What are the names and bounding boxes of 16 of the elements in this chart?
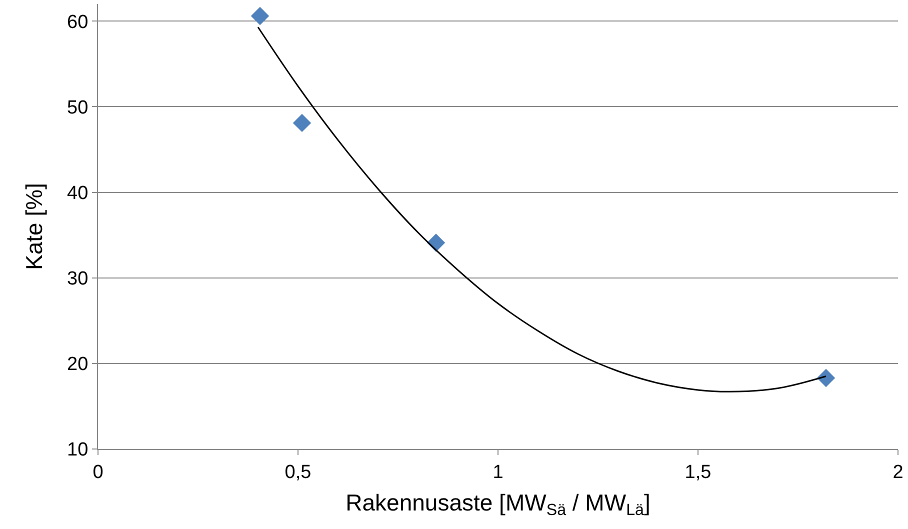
x-tick-label: 0,5 [284, 462, 312, 483]
y-tick-label: 30 [67, 268, 88, 290]
point [250, 6, 270, 26]
x-tick-label: 0 [92, 462, 104, 483]
x-tick-label: 1,5 [684, 462, 712, 483]
x-axis-title: Rakennusaste [MW$_{Sä}$ / MW$_{Lä}$] [346, 489, 650, 520]
y-tick-label: 40 [67, 182, 88, 204]
y-tick-label: 50 [67, 97, 88, 118]
point [292, 114, 312, 132]
y-tick-label: 10 [67, 440, 88, 461]
x-tick-label: 2 [892, 462, 904, 483]
point [816, 368, 836, 388]
x-tick-label: 1 [492, 462, 504, 483]
y-axis-title: Kate [%] [21, 183, 47, 270]
y-tick-label: 60 [67, 12, 88, 33]
y-tick-label: 20 [67, 354, 88, 376]
